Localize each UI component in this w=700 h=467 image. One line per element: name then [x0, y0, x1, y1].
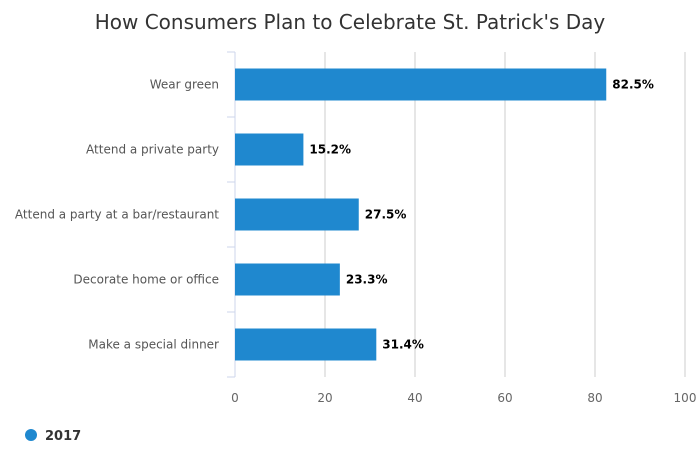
legend-label: 2017: [45, 429, 81, 444]
bar[interactable]: [235, 68, 607, 101]
data-label: 23.3%: [346, 273, 388, 287]
bar[interactable]: [235, 198, 359, 231]
tick-label: 80: [587, 391, 602, 405]
legend-marker: [25, 429, 37, 441]
tick-label: 100: [674, 391, 697, 405]
grid-lines: [324, 52, 686, 377]
chart-title: How Consumers Plan to Celebrate St. Patr…: [95, 10, 606, 34]
category-label: Attend a party at a bar/restaurant: [15, 208, 219, 222]
tick-label: 60: [497, 391, 512, 405]
bar[interactable]: [235, 263, 340, 296]
category-label: Make a special dinner: [88, 338, 219, 352]
category-labels: Wear green Attend a private party Attend a…: [15, 78, 219, 352]
data-label: 31.4%: [382, 338, 424, 352]
tick-label: 0: [231, 391, 239, 405]
category-label: Decorate home or office: [73, 273, 219, 287]
category-label: Wear green: [150, 78, 219, 92]
tick-labels: 0 20 40 60 80 100: [231, 391, 696, 405]
tick-label: 40: [407, 391, 422, 405]
data-label: 82.5%: [612, 78, 654, 92]
category-label: Attend a private party: [86, 143, 219, 157]
bar[interactable]: [235, 328, 377, 361]
bar[interactable]: [235, 133, 304, 166]
bars: [235, 68, 607, 361]
data-labels: 82.5% 15.2% 27.5% 23.3% 31.4%: [309, 78, 653, 352]
data-label: 27.5%: [365, 208, 407, 222]
tick-label: 20: [317, 391, 332, 405]
data-label: 15.2%: [309, 143, 351, 157]
category-axis: [227, 51, 236, 378]
legend[interactable]: 2017: [25, 429, 81, 444]
